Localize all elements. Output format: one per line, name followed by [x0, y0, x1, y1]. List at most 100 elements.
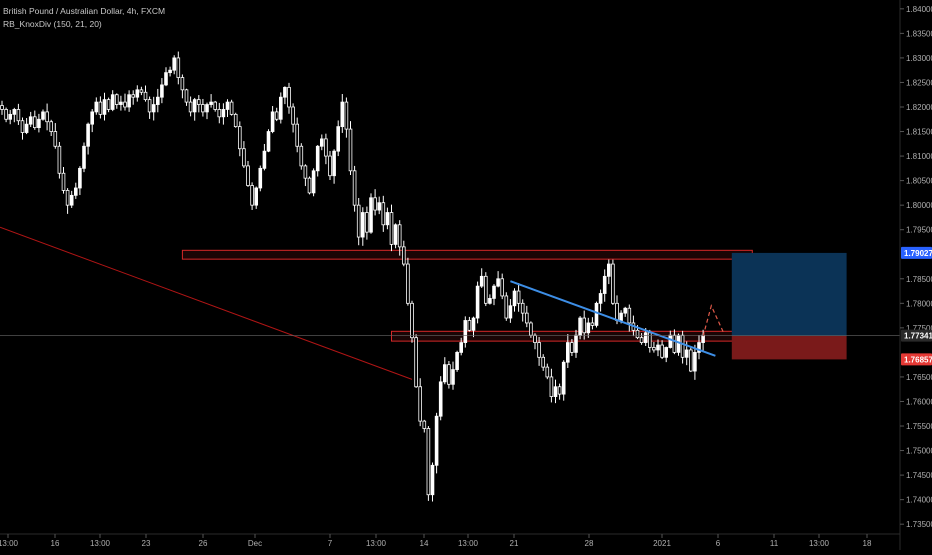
candle-body	[639, 337, 644, 343]
price-tick-label: 1.78000	[906, 299, 932, 308]
candle-body	[180, 77, 185, 91]
candle-body	[684, 349, 689, 358]
candle-body	[278, 96, 283, 120]
candle-body	[520, 302, 525, 314]
candle-body	[57, 145, 62, 174]
candle-body	[516, 290, 521, 304]
candle-body	[471, 317, 476, 331]
candle-body	[299, 145, 304, 167]
candle-body	[541, 356, 545, 368]
price-badge-label: 1.79027	[904, 249, 932, 258]
price-tick-label: 1.74500	[906, 471, 932, 480]
candle-body	[332, 150, 336, 177]
candle-body	[0, 105, 4, 110]
resistance-zone[interactable]	[181, 249, 753, 260]
price-tick-label: 1.75000	[906, 447, 932, 456]
candle-body	[86, 123, 90, 147]
time-tick-label: 16	[51, 539, 60, 548]
candle-body	[250, 185, 254, 206]
position-stop-zone[interactable]	[731, 335, 847, 360]
candle-body	[295, 123, 299, 147]
candle-body	[459, 342, 463, 353]
candle-body	[438, 381, 443, 417]
candle-body	[139, 89, 144, 93]
candle-body	[426, 428, 431, 496]
candle-body	[393, 224, 398, 245]
candle-body	[447, 364, 451, 385]
candle-body	[74, 187, 78, 196]
candle-body	[627, 307, 632, 324]
candle-body	[598, 293, 603, 304]
position-target-zone[interactable]	[731, 252, 847, 336]
long-term-trendline	[0, 226, 413, 380]
candle-body	[381, 202, 386, 226]
descending-trendline[interactable]	[510, 280, 716, 357]
candle-body	[467, 320, 472, 331]
time-tick-label: 13:00	[0, 539, 19, 548]
candle-body	[176, 57, 181, 78]
candle-body	[221, 109, 226, 118]
price-tick-label: 1.81500	[906, 128, 932, 137]
candle-body	[287, 86, 291, 108]
candle-body	[680, 334, 685, 358]
time-axis[interactable]: 13:00 16 13:00 23 26 Dec 7 13:00 14 13:00 21 28 2021…	[0, 534, 872, 548]
price-badge	[901, 353, 932, 366]
candle-body	[689, 349, 693, 372]
drawings-layer	[510, 280, 725, 357]
candle-body	[246, 165, 250, 186]
price-tick-label: 1.74000	[906, 496, 932, 505]
candle-body	[274, 111, 279, 120]
price-badge-label: 1.77341	[904, 332, 932, 341]
candle-body	[397, 224, 402, 248]
candle-body	[508, 305, 513, 319]
candle-body	[406, 263, 410, 304]
candle-body	[697, 342, 701, 353]
candle-body	[262, 150, 267, 169]
price-tick-label: 1.75500	[906, 422, 932, 431]
projected-path[interactable]	[702, 304, 725, 337]
candle-body	[20, 120, 25, 133]
candle-body	[98, 101, 103, 115]
position-tool-layer[interactable]	[731, 252, 847, 360]
candle-body	[155, 96, 160, 105]
candle-body	[607, 263, 611, 277]
price-tick-label: 1.77500	[906, 324, 932, 333]
candle-body	[229, 101, 234, 115]
candle-body	[504, 295, 509, 319]
candle-body	[533, 334, 537, 343]
candle-body	[213, 101, 218, 110]
price-tick-label: 1.73500	[906, 520, 932, 529]
candle-body	[352, 170, 357, 206]
symbol-title[interactable]: British Pound / Australian Dollar, 4h, F…	[3, 6, 166, 16]
candle-body	[33, 116, 37, 129]
candle-body	[237, 126, 242, 150]
candle-body	[553, 386, 558, 397]
candle-body	[315, 145, 320, 172]
time-tick-label: 13:00	[809, 539, 830, 548]
candle-body	[430, 464, 435, 496]
candle-body	[188, 101, 193, 113]
candle-body	[525, 312, 529, 324]
time-tick-label: 26	[199, 539, 208, 548]
candle-body	[463, 320, 468, 343]
time-tick-label: 13:00	[90, 539, 111, 548]
price-tick-label: 1.83000	[906, 54, 932, 63]
candle-body	[455, 352, 459, 370]
candle-body	[78, 167, 82, 189]
candle-body	[537, 342, 541, 358]
candle-body	[45, 111, 49, 123]
indicator-title[interactable]: RB_KnoxDiv (150, 21, 20)	[3, 19, 102, 29]
candle-body	[53, 131, 58, 147]
candle-body	[570, 342, 574, 353]
candle-body	[37, 118, 41, 129]
candle-body	[102, 99, 107, 115]
candle-body	[348, 128, 353, 172]
time-tick-label: 2021	[653, 539, 671, 548]
price-axis[interactable]: 1.84000 1.83500 1.83000 1.82500 1.82000 1.815…	[900, 5, 932, 529]
candle-body	[328, 155, 332, 177]
candle-body	[365, 212, 369, 233]
price-tick-label: 1.84000	[906, 5, 932, 14]
time-tick-label: 11	[770, 539, 779, 548]
